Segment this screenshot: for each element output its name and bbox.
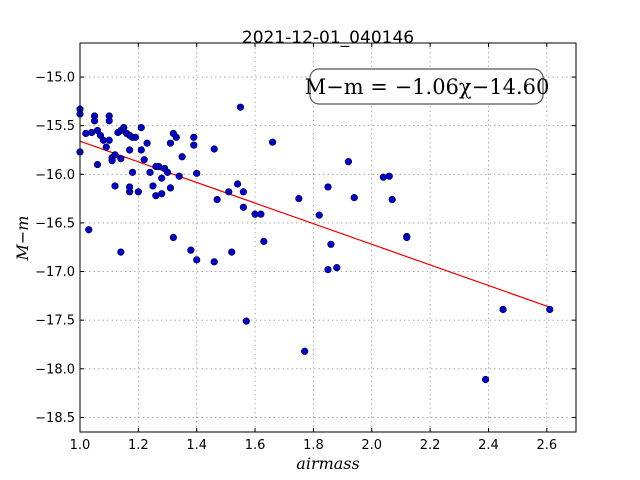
fit-line-group bbox=[79, 140, 550, 308]
data-point bbox=[128, 168, 137, 176]
data-point bbox=[82, 129, 90, 138]
data-point bbox=[172, 133, 180, 141]
data-point bbox=[190, 141, 198, 149]
data-point bbox=[388, 195, 396, 204]
data-point bbox=[403, 233, 411, 242]
data-point bbox=[146, 168, 154, 176]
data-point bbox=[175, 172, 183, 180]
data-point bbox=[315, 211, 323, 219]
x-axis-label: airmass bbox=[296, 454, 359, 473]
data-point bbox=[131, 133, 140, 141]
y-tick-label: −16.5 bbox=[35, 216, 75, 231]
data-point bbox=[105, 136, 113, 144]
fit-line bbox=[79, 140, 550, 308]
data-point bbox=[143, 139, 151, 147]
data-point bbox=[239, 203, 247, 211]
data-point bbox=[295, 195, 303, 203]
x-tick-label: 2.6 bbox=[536, 438, 557, 453]
chart-title: 2021-12-01_040146 bbox=[242, 28, 414, 48]
data-point bbox=[158, 174, 166, 182]
x-tick-label: 1.4 bbox=[186, 438, 207, 453]
data-point bbox=[166, 139, 175, 147]
data-point bbox=[178, 153, 186, 161]
data-point bbox=[499, 305, 507, 314]
data-point bbox=[126, 188, 134, 196]
x-tick-label: 1.2 bbox=[128, 438, 149, 453]
data-point bbox=[213, 195, 221, 204]
data-point bbox=[102, 143, 110, 151]
x-tick-label: 2.0 bbox=[361, 438, 382, 453]
data-point bbox=[134, 188, 142, 196]
data-point bbox=[324, 183, 332, 191]
data-point bbox=[163, 168, 172, 176]
x-tick-label: 1.0 bbox=[70, 438, 91, 453]
data-point bbox=[93, 160, 102, 169]
data-point bbox=[137, 124, 145, 132]
y-tick-label: −16.0 bbox=[35, 168, 75, 183]
data-point bbox=[210, 258, 218, 266]
x-tick-label: 1.8 bbox=[303, 438, 324, 453]
data-point bbox=[260, 237, 268, 245]
data-point bbox=[85, 226, 93, 234]
data-point bbox=[481, 375, 490, 384]
data-point bbox=[333, 264, 341, 272]
data-point bbox=[120, 124, 128, 132]
data-point bbox=[111, 151, 119, 159]
data-point bbox=[117, 155, 125, 163]
data-point bbox=[149, 182, 157, 190]
data-point bbox=[140, 156, 148, 164]
data-point bbox=[268, 138, 277, 146]
data-point bbox=[105, 117, 113, 125]
data-point bbox=[193, 169, 201, 177]
data-point bbox=[228, 248, 236, 256]
y-tick-label: −17.0 bbox=[35, 265, 75, 280]
data-point bbox=[111, 182, 119, 190]
y-tick-label: −15.0 bbox=[35, 71, 75, 86]
data-point bbox=[350, 194, 358, 202]
data-points bbox=[76, 103, 554, 384]
data-point bbox=[379, 173, 388, 181]
data-point bbox=[327, 240, 335, 248]
data-point bbox=[158, 190, 166, 198]
data-point bbox=[90, 117, 99, 125]
y-tick-label: −17.5 bbox=[35, 314, 75, 329]
y-axis-ticks: −15.0 −15.5 −16.0 −16.5 −17.0 −17.5 −18.0 −18.5 bbox=[35, 71, 576, 426]
x-tick-label: 1.6 bbox=[245, 438, 266, 453]
data-point bbox=[257, 210, 265, 218]
data-point bbox=[190, 133, 198, 141]
x-tick-label: 2.2 bbox=[420, 438, 441, 453]
data-point bbox=[166, 184, 175, 192]
data-point bbox=[193, 256, 201, 264]
x-tick-label: 2.4 bbox=[478, 438, 499, 453]
data-point bbox=[301, 347, 309, 355]
data-point bbox=[225, 188, 233, 196]
y-tick-label: −15.5 bbox=[35, 119, 75, 134]
data-point bbox=[385, 172, 393, 180]
annotation-box bbox=[309, 68, 544, 105]
data-point bbox=[187, 246, 195, 254]
y-axis-label: M−m bbox=[13, 216, 32, 262]
data-point bbox=[236, 103, 245, 111]
data-point bbox=[233, 180, 242, 188]
y-tick-label: −18.0 bbox=[35, 362, 75, 377]
data-point bbox=[137, 146, 145, 154]
data-point bbox=[108, 157, 116, 165]
y-tick-label: −18.5 bbox=[35, 411, 75, 426]
plot-frame bbox=[79, 42, 577, 433]
data-point bbox=[344, 158, 353, 166]
data-point bbox=[239, 188, 247, 196]
data-point bbox=[126, 146, 134, 154]
data-point bbox=[242, 317, 250, 325]
data-point bbox=[210, 145, 218, 153]
x-axis-ticks: 1.0 1.2 1.4 1.6 1.8 2.0 2.2 2.4 2.6 bbox=[70, 43, 557, 453]
fit-equation-annotation: M−m = −1.06χ−14.60 bbox=[305, 75, 550, 99]
data-point bbox=[546, 305, 554, 314]
data-point bbox=[117, 248, 125, 256]
data-point bbox=[324, 265, 332, 274]
data-point bbox=[169, 233, 177, 242]
